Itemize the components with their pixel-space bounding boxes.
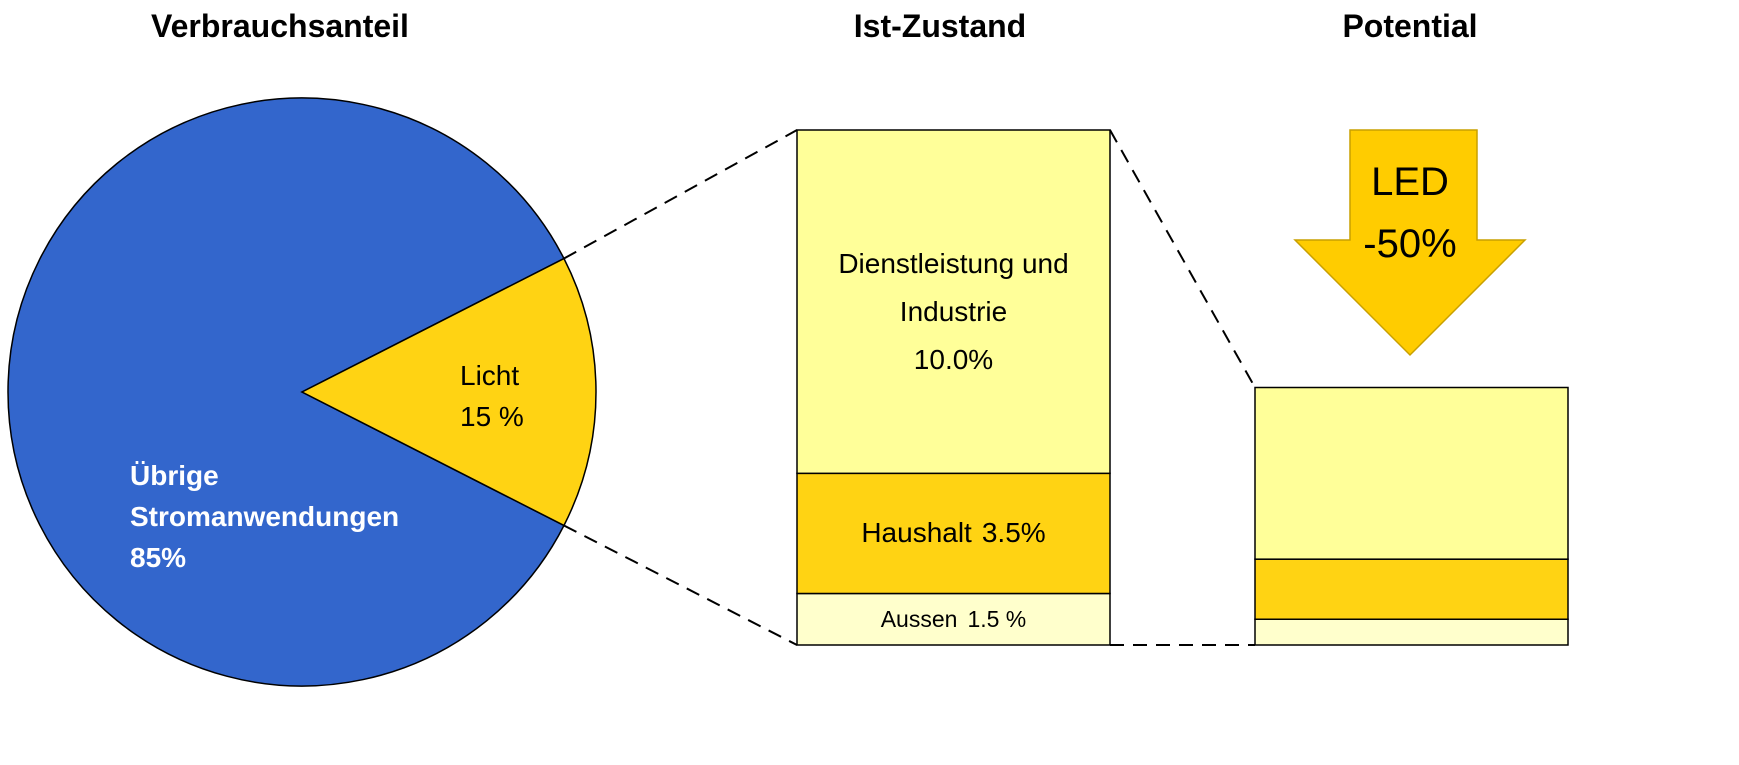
bar-segment [1254, 386, 1569, 560]
chart-title: Ist-Zustand [853, 8, 1027, 44]
segment-name: Dienstleistung und Industrie [838, 248, 1069, 327]
slice-label: Übrige Stromanwendungen 85% [130, 455, 450, 578]
slice-name: Übrige Stromanwendungen [130, 460, 400, 532]
segment-value: 3.5% [981, 517, 1046, 549]
slice-value: 85% [130, 542, 187, 573]
segment-name: Haushalt [861, 517, 972, 549]
annotation: -50% [1363, 222, 1457, 266]
bar-segment [1254, 558, 1569, 621]
bar-segment [796, 129, 1111, 475]
annotation: LED [1371, 160, 1449, 204]
connector [563, 129, 798, 260]
segment-name: Aussen [880, 605, 958, 632]
segment-label: Dienstleistung und Industrie 10.0% [797, 240, 1110, 384]
segment-label: Haushalt 3.5% [797, 473, 1110, 593]
connector [563, 524, 798, 646]
chart-title: Potential [1342, 8, 1478, 44]
segment-value: 10.0% [913, 344, 994, 375]
slice-label: Licht 15 % [460, 355, 560, 437]
bar-segment [796, 592, 1111, 646]
slice-value: 15 % [460, 401, 524, 432]
chart-title: Verbrauchsanteil [151, 8, 409, 44]
bar-segment [1254, 618, 1569, 646]
segment-value: 1.5 % [967, 605, 1027, 632]
arrow [1293, 129, 1527, 357]
bar-segment [796, 472, 1111, 595]
connector [1109, 129, 1256, 388]
slice-name: Licht [460, 360, 520, 391]
pie-slice [300, 257, 597, 527]
pie-slice [7, 97, 565, 687]
segment-label: Aussen 1.5 % [797, 594, 1110, 646]
